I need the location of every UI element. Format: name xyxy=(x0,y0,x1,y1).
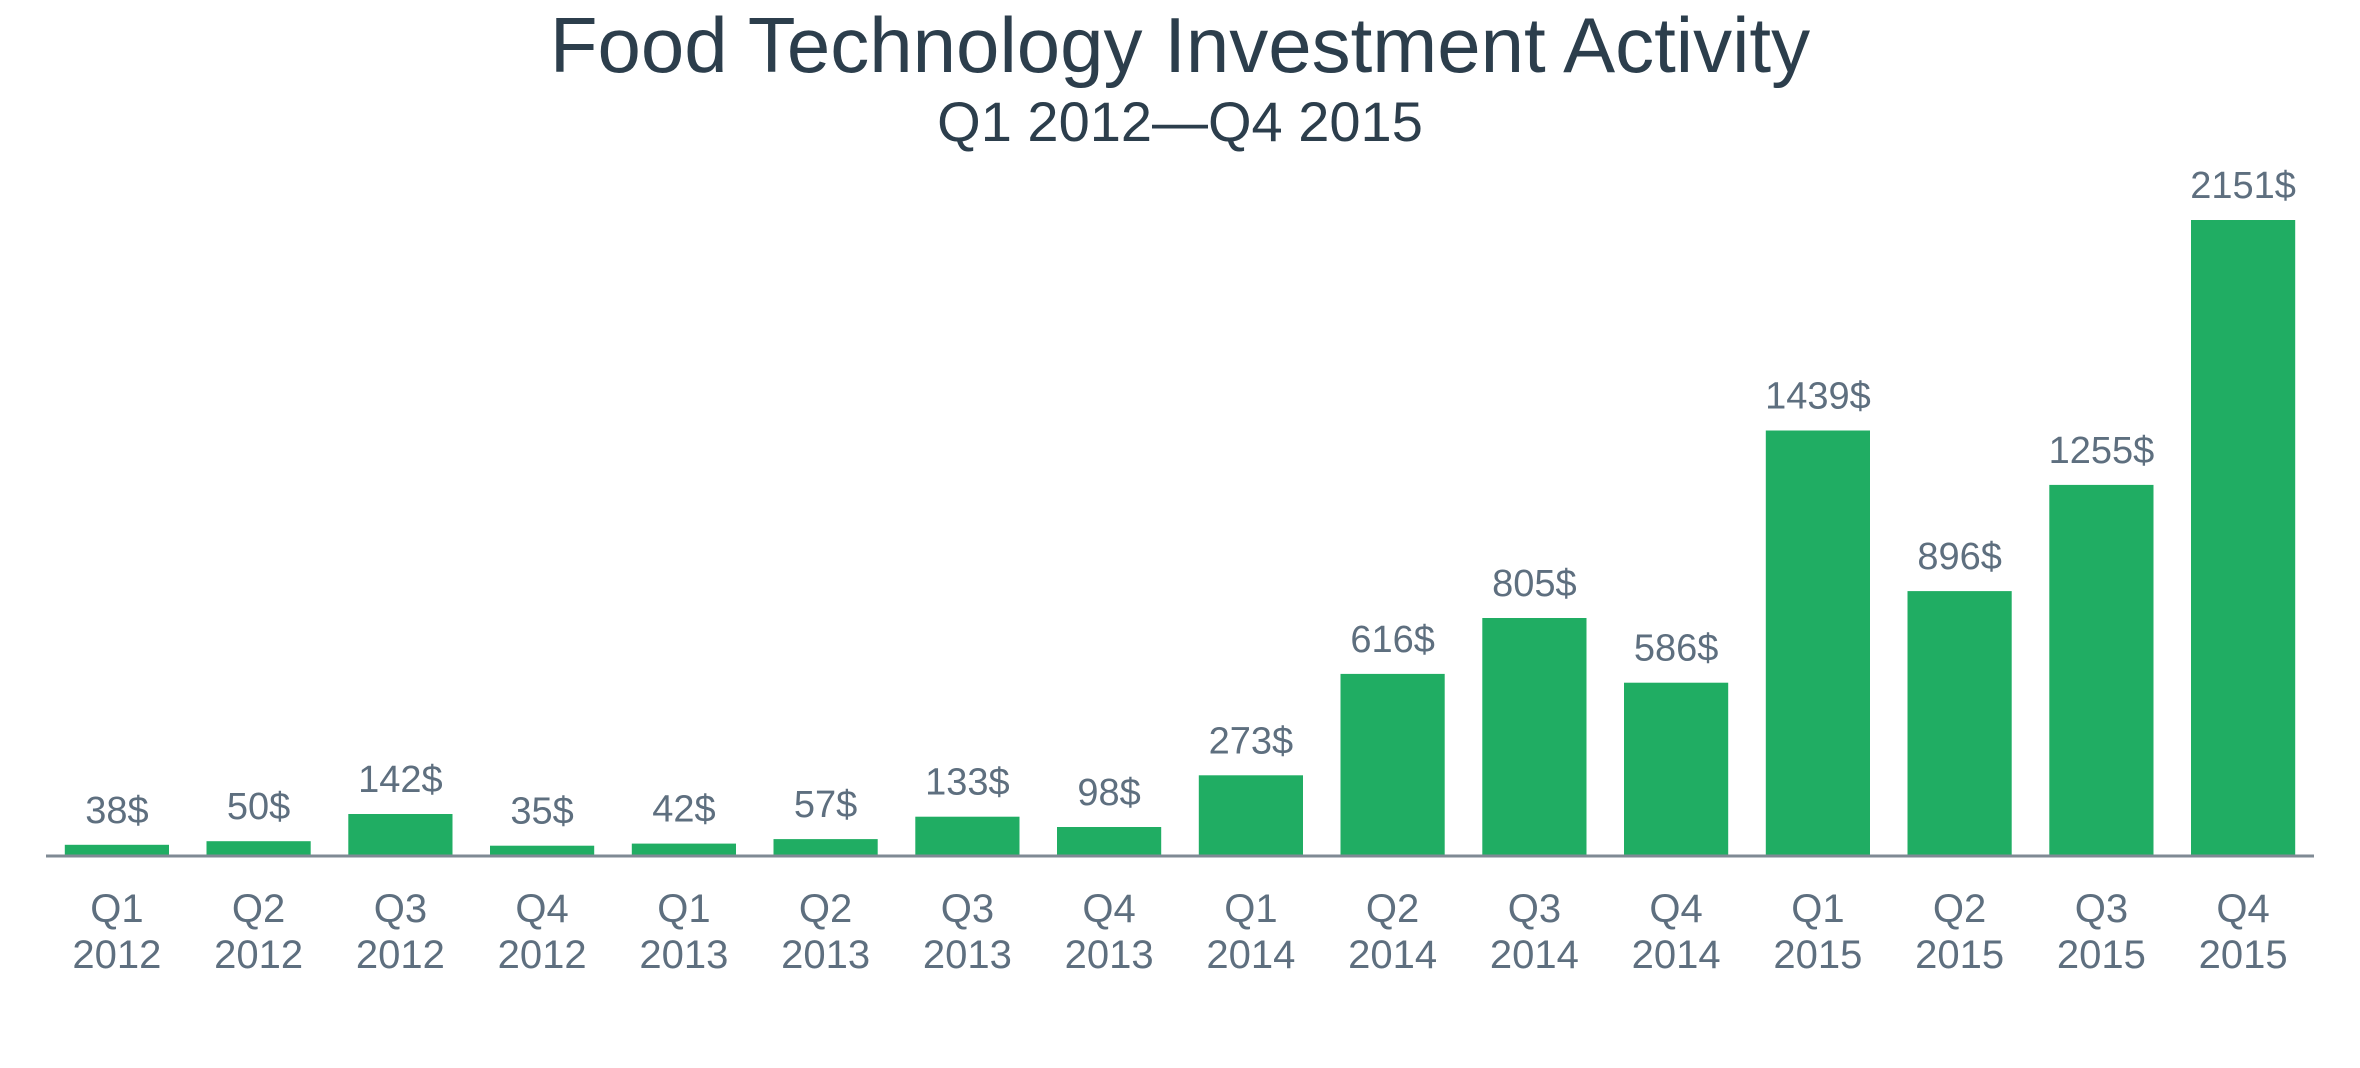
value-label: 35$ xyxy=(510,791,573,833)
bar-q1-2015 xyxy=(1765,430,1870,856)
bar-q4-2013 xyxy=(1057,827,1162,856)
x-tick-label: Q4 2013 xyxy=(1065,887,1154,977)
bars-group xyxy=(64,220,2296,856)
x-tick-labels-group: Q1 2012 Q2 2012 Q3 2012 Q4 2012 Q1 2013 Q2 2013 Q3 20… xyxy=(72,887,2287,977)
value-label: 805$ xyxy=(1492,563,1577,605)
bar-q1-2012 xyxy=(64,844,169,856)
x-tick-label: Q2 2012 xyxy=(214,887,303,977)
bar-q2-2013 xyxy=(773,839,878,856)
bar-q4-2014 xyxy=(1624,682,1729,856)
value-label: 896$ xyxy=(1917,536,2002,578)
chart-subtitle: Q1 2012—Q4 2015 xyxy=(937,90,1423,153)
value-label: 142$ xyxy=(358,759,443,801)
value-label: 1255$ xyxy=(2049,430,2155,472)
x-tick-label: Q1 2015 xyxy=(1773,887,1862,977)
x-tick-label: Q1 2013 xyxy=(639,887,728,977)
value-label: 2151$ xyxy=(2190,165,2296,207)
value-label: 616$ xyxy=(1350,619,1435,661)
value-label: 50$ xyxy=(227,786,290,828)
x-tick-label: Q1 2014 xyxy=(1206,887,1295,977)
x-tick-label: Q4 2014 xyxy=(1632,887,1721,977)
value-label: 133$ xyxy=(925,762,1010,804)
x-tick-label: Q4 2015 xyxy=(2199,887,2288,977)
bar-q1-2013 xyxy=(631,843,736,856)
x-tick-label: Q2 2014 xyxy=(1348,887,1437,977)
bar-q1-2014 xyxy=(1198,775,1303,856)
value-labels-group: 38$ 50$ 142$ 35$ 42$ 57$ 133$ 98$ 273$ 616$ 805$ 58… xyxy=(85,165,2296,833)
x-tick-label: Q3 2012 xyxy=(356,887,445,977)
x-tick-label: Q4 2012 xyxy=(498,887,587,977)
value-label: 42$ xyxy=(652,789,715,831)
bar-q3-2014 xyxy=(1482,618,1587,856)
x-tick-label: Q3 2014 xyxy=(1490,887,1579,977)
bar-q2-2014 xyxy=(1340,673,1445,856)
x-tick-label: Q2 2015 xyxy=(1915,887,2004,977)
bar-q3-2012 xyxy=(348,814,453,856)
value-label: 273$ xyxy=(1209,720,1294,762)
x-tick-label: Q3 2013 xyxy=(923,887,1012,977)
x-tick-label: Q3 2015 xyxy=(2057,887,2146,977)
value-label: 98$ xyxy=(1077,772,1140,814)
value-label: 586$ xyxy=(1634,628,1719,670)
value-label: 38$ xyxy=(85,790,148,832)
bar-q3-2015 xyxy=(2049,484,2154,856)
bar-q3-2013 xyxy=(915,816,1020,856)
value-label: 57$ xyxy=(794,784,857,826)
bar-q4-2015 xyxy=(2191,220,2296,856)
x-tick-label: Q1 2012 xyxy=(72,887,161,977)
bar-q2-2012 xyxy=(206,841,311,856)
chart-title: Food Technology Investment Activity xyxy=(549,1,1811,89)
bar-q4-2012 xyxy=(490,845,595,856)
bar-q2-2015 xyxy=(1907,591,2012,856)
x-tick-label: Q2 2013 xyxy=(781,887,870,977)
value-label: 1439$ xyxy=(1765,376,1871,418)
